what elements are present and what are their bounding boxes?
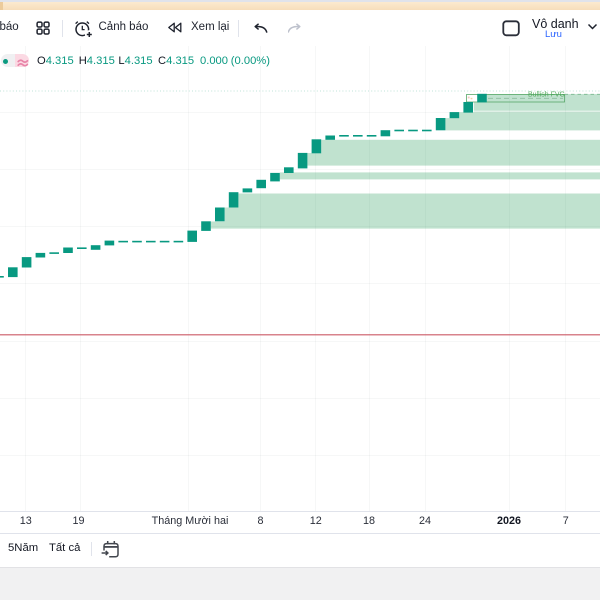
svg-text:Bullish FVG: Bullish FVG — [528, 92, 565, 99]
